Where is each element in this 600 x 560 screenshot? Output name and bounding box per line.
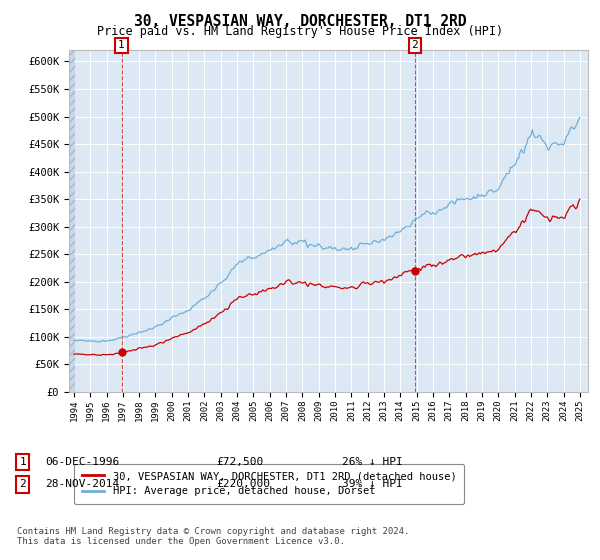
Text: 39% ↓ HPI: 39% ↓ HPI [342,479,403,489]
Text: 30, VESPASIAN WAY, DORCHESTER, DT1 2RD: 30, VESPASIAN WAY, DORCHESTER, DT1 2RD [134,14,466,29]
Text: 06-DEC-1996: 06-DEC-1996 [45,457,119,467]
Text: 1: 1 [19,457,26,467]
Text: Contains HM Land Registry data © Crown copyright and database right 2024.
This d: Contains HM Land Registry data © Crown c… [17,526,409,546]
Text: 1: 1 [118,40,125,50]
Text: £220,000: £220,000 [216,479,270,489]
Text: 2: 2 [412,40,418,50]
Text: £72,500: £72,500 [216,457,263,467]
Text: 2: 2 [19,479,26,489]
Bar [69,50,75,392]
Legend: 30, VESPASIAN WAY, DORCHESTER, DT1 2RD (detached house), HPI: Average price, det: 30, VESPASIAN WAY, DORCHESTER, DT1 2RD (… [74,464,464,503]
Text: 26% ↓ HPI: 26% ↓ HPI [342,457,403,467]
Text: Price paid vs. HM Land Registry's House Price Index (HPI): Price paid vs. HM Land Registry's House … [97,25,503,38]
Text: 28-NOV-2014: 28-NOV-2014 [45,479,119,489]
